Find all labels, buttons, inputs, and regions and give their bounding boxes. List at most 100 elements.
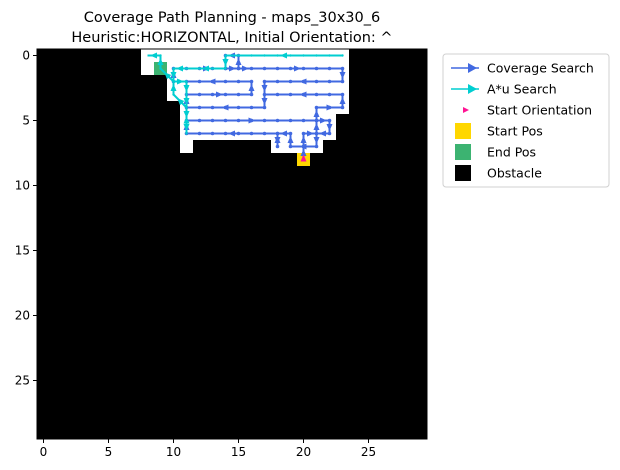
legend-label: Start Orientation xyxy=(487,103,592,118)
legend-label: Start Pos xyxy=(487,124,543,139)
astar-path-point xyxy=(224,54,227,57)
astar-path xyxy=(147,52,344,135)
coverage-path-point xyxy=(197,92,202,97)
coverage-path-point xyxy=(223,118,228,123)
legend-swatch xyxy=(455,144,471,160)
free-row xyxy=(167,75,349,88)
coverage-path-point xyxy=(275,144,280,149)
astar-path-point xyxy=(159,67,162,70)
x-axis: 0 5 10 15 20 25 xyxy=(40,439,376,459)
x-tick-label: 15 xyxy=(231,445,246,459)
coverage-path-arrow xyxy=(313,123,320,130)
coverage-path-point xyxy=(249,92,254,97)
coverage-path-point xyxy=(262,79,267,84)
astar-path-arrow xyxy=(150,52,157,59)
coverage-path-point xyxy=(340,79,345,84)
legend-swatch xyxy=(455,123,471,139)
coverage-path-point xyxy=(275,79,280,84)
astar-path-arrow xyxy=(183,85,190,92)
coverage-path-point xyxy=(327,118,332,123)
coverage-path-point xyxy=(301,66,306,71)
astar-path-arrow xyxy=(222,59,229,66)
astar-path-point xyxy=(172,67,175,70)
x-tick-label: 20 xyxy=(296,445,311,459)
coverage-path-arrow xyxy=(216,91,223,98)
coverage-path-point xyxy=(210,131,215,136)
astar-path-point xyxy=(263,54,266,57)
astar-path-arrow xyxy=(177,78,184,85)
coverage-path-point xyxy=(249,131,254,136)
astar-path-point xyxy=(185,67,188,70)
start-orientation-arrow xyxy=(300,154,307,162)
y-axis: 0 5 10 15 20 25 xyxy=(15,49,37,388)
coverage-path-point xyxy=(314,118,319,123)
coverage-path-point xyxy=(340,105,345,110)
coverage-path-point xyxy=(262,92,267,97)
free-cells xyxy=(141,49,349,153)
astar-path-arrow xyxy=(183,111,190,118)
coverage-path-point xyxy=(288,92,293,97)
astar-path-point xyxy=(289,54,292,57)
coverage-path-point xyxy=(249,105,254,110)
coverage-path-point xyxy=(197,131,202,136)
coverage-path-point xyxy=(314,105,319,110)
astar-path-point xyxy=(302,54,305,57)
coverage-path-point xyxy=(288,131,293,136)
coverage-path-point xyxy=(262,118,267,123)
astar-path-point xyxy=(224,67,227,70)
coverage-path-point xyxy=(301,118,306,123)
coverage-path-arrow xyxy=(299,91,307,98)
y-tick-label: 20 xyxy=(15,309,30,323)
coverage-path-arrow xyxy=(280,130,287,137)
legend-marker xyxy=(463,107,469,113)
x-tick-label: 0 xyxy=(40,445,48,459)
legend-arrow xyxy=(468,63,477,73)
coverage-path-arrow xyxy=(248,117,256,124)
legend: Coverage Search A*u Search Start Orientati… xyxy=(442,53,610,188)
coverage-path-point xyxy=(197,118,202,123)
astar-path-arrow xyxy=(202,65,209,72)
y-tick-label: 25 xyxy=(15,374,30,388)
coverage-path-arrow xyxy=(299,78,307,85)
astar-path-point xyxy=(159,54,162,57)
coverage-path-arrow xyxy=(229,65,236,72)
x-tick-label: 25 xyxy=(361,445,376,459)
coverage-path-point xyxy=(249,66,254,71)
coverage-path-arrow xyxy=(261,98,268,105)
coverage-path-arrow xyxy=(319,130,326,137)
coverage-path-point xyxy=(327,79,332,84)
astar-path-point xyxy=(315,54,318,57)
coverage-path-arrow xyxy=(299,143,307,150)
coverage-path-point xyxy=(288,118,293,123)
coverage-path-point xyxy=(327,66,332,71)
astar-path-point xyxy=(185,106,188,109)
coverage-path-arrow xyxy=(294,65,301,72)
coverage-path-arrow xyxy=(228,130,235,137)
astar-path-point xyxy=(341,54,344,57)
coverage-path-point xyxy=(288,79,293,84)
coverage-path-point xyxy=(223,79,228,84)
coverage-path-arrow xyxy=(300,149,307,156)
coverage-path-point xyxy=(314,144,319,149)
y-tick-label: 5 xyxy=(22,114,30,128)
legend-label: A*u Search xyxy=(487,82,557,97)
coverage-path-arrow xyxy=(320,117,327,124)
coverage-path-point xyxy=(210,105,215,110)
start-orientation xyxy=(300,154,307,162)
legend-label: Obstacle xyxy=(487,166,542,181)
astar-path-point xyxy=(237,54,240,57)
astar-path-arrow xyxy=(280,52,287,59)
coverage-path-point xyxy=(288,66,293,71)
coverage-path-point xyxy=(236,118,241,123)
astar-path-point xyxy=(172,80,175,83)
astar-path-point xyxy=(328,54,331,57)
coverage-path-arrow xyxy=(300,136,307,143)
free-row xyxy=(180,140,193,153)
coverage-path-point xyxy=(262,66,267,71)
coverage-path-point xyxy=(262,131,267,136)
coverage-path-point xyxy=(327,131,332,136)
y-tick-label: 0 xyxy=(22,49,30,63)
astar-path-point xyxy=(185,93,188,96)
coverage-path-arrow xyxy=(235,58,242,65)
legend-box xyxy=(442,53,610,188)
